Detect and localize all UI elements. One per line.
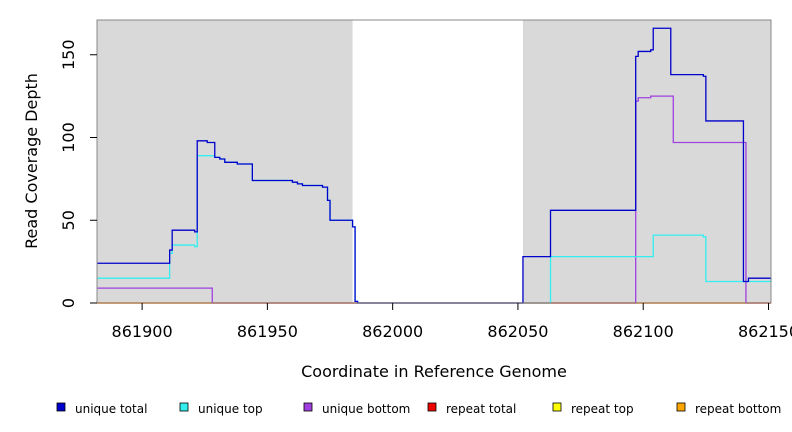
legend-label: unique top bbox=[198, 402, 263, 416]
legend-label: repeat top bbox=[571, 402, 634, 416]
legend-swatch bbox=[427, 402, 437, 412]
x-tick-label: 862100 bbox=[613, 322, 674, 341]
y-tick-label: 0 bbox=[59, 298, 78, 308]
x-tick-label: 861950 bbox=[237, 322, 298, 341]
x-axis-title: Coordinate in Reference Genome bbox=[301, 362, 567, 381]
legend-label: unique bottom bbox=[322, 402, 410, 416]
x-tick-label: 862000 bbox=[362, 322, 423, 341]
x-tick-label: 861900 bbox=[112, 322, 173, 341]
y-tick-label: 100 bbox=[59, 122, 78, 153]
legend-label: repeat total bbox=[446, 402, 516, 416]
plot-frame bbox=[96, 19, 772, 304]
shaded-regions bbox=[97, 20, 771, 303]
legend-swatch bbox=[303, 402, 313, 412]
legend-label: unique total bbox=[75, 402, 147, 416]
y-tick-label: 150 bbox=[59, 39, 78, 70]
shaded-region bbox=[522, 20, 771, 303]
y-tick-label: 50 bbox=[59, 210, 78, 230]
legend-swatch bbox=[56, 402, 66, 412]
x-tick-label: 862050 bbox=[487, 322, 548, 341]
legend-swatch bbox=[179, 402, 189, 412]
y-axis-title: Read Coverage Depth bbox=[22, 73, 41, 249]
legend-swatch bbox=[552, 402, 562, 412]
legend-swatch bbox=[676, 402, 686, 412]
legend: unique total unique top unique bottom repea… bbox=[56, 402, 781, 416]
series-line-unique-total bbox=[97, 27, 771, 304]
legend-label: repeat bottom bbox=[695, 402, 781, 416]
y-axis: 0 50 100 150 bbox=[59, 39, 97, 308]
